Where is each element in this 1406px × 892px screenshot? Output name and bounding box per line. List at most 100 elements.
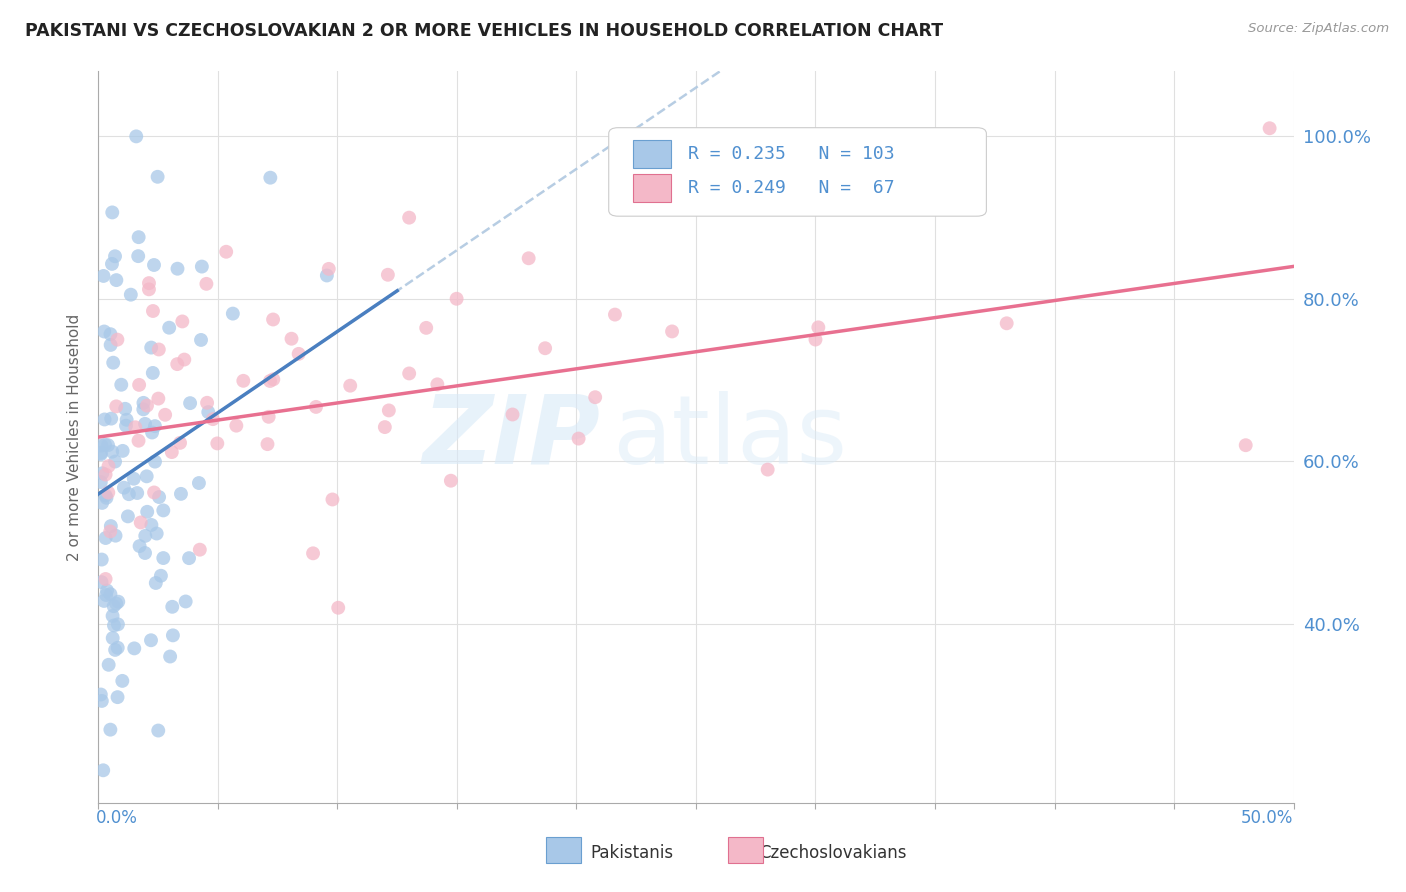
Text: Czechoslovakians: Czechoslovakians	[759, 844, 907, 862]
Point	[232, 374, 254, 388]
Point	[90, 552, 112, 566]
Point	[118, 487, 141, 501]
Point	[197, 405, 219, 419]
Point	[90, 694, 112, 708]
Point	[568, 432, 591, 446]
Point	[105, 273, 128, 287]
Point	[1234, 438, 1257, 452]
Point	[134, 546, 156, 560]
Point	[207, 436, 229, 450]
Point	[145, 526, 167, 541]
Point	[225, 418, 247, 433]
Point	[94, 588, 117, 602]
Point	[90, 447, 112, 461]
Point	[128, 230, 150, 244]
Point	[257, 409, 280, 424]
Point	[339, 378, 361, 392]
Point	[115, 413, 138, 427]
Point	[174, 594, 197, 608]
Point	[162, 628, 184, 642]
Point	[215, 244, 238, 259]
Point	[195, 396, 218, 410]
Point	[148, 490, 170, 504]
Point	[91, 467, 114, 481]
Point	[120, 287, 142, 301]
Point	[141, 518, 163, 533]
Point	[262, 312, 284, 326]
Text: 0.0%: 0.0%	[96, 809, 138, 827]
Point	[97, 485, 120, 500]
Point	[90, 439, 112, 453]
Point	[134, 417, 156, 431]
Point	[103, 599, 125, 614]
Point	[128, 377, 150, 392]
Point	[127, 486, 149, 500]
Point	[148, 343, 170, 357]
Point	[145, 576, 167, 591]
Point	[259, 374, 281, 388]
Point	[995, 316, 1018, 330]
Point	[141, 425, 163, 440]
Point	[96, 583, 118, 598]
Point	[517, 252, 540, 266]
Point	[107, 640, 129, 655]
Point	[259, 170, 281, 185]
Point	[159, 649, 181, 664]
Point	[398, 367, 420, 381]
Point	[91, 496, 114, 510]
Text: 50.0%: 50.0%	[1241, 809, 1294, 827]
Point	[162, 599, 184, 614]
Point	[100, 411, 122, 425]
Point	[179, 396, 201, 410]
Point	[104, 529, 127, 543]
Point	[146, 169, 169, 184]
Point	[148, 392, 170, 406]
Point	[446, 292, 468, 306]
Point	[287, 347, 309, 361]
Point	[138, 282, 160, 296]
Point	[148, 723, 170, 738]
Point	[94, 438, 117, 452]
Point	[172, 314, 194, 328]
Point	[97, 657, 120, 672]
Point	[101, 444, 124, 458]
Point	[100, 519, 122, 533]
Point	[111, 673, 134, 688]
Point	[98, 723, 122, 737]
Point	[94, 531, 117, 545]
Point	[105, 333, 128, 347]
Point	[173, 352, 195, 367]
Point	[134, 529, 156, 543]
Point	[177, 551, 200, 566]
Point	[305, 400, 328, 414]
Point	[141, 341, 163, 355]
Point	[117, 509, 139, 524]
Text: Pakistanis: Pakistanis	[591, 844, 673, 862]
Point	[104, 454, 127, 468]
Point	[191, 260, 214, 274]
Point	[398, 211, 420, 225]
Point	[149, 568, 172, 582]
Point	[91, 764, 114, 778]
Point	[101, 205, 124, 219]
Point	[93, 594, 115, 608]
Point	[143, 455, 166, 469]
Point	[152, 551, 174, 566]
Point	[143, 258, 166, 272]
Point	[96, 491, 118, 505]
Point	[128, 539, 150, 553]
FancyBboxPatch shape	[609, 128, 987, 216]
Point	[603, 308, 626, 322]
Point	[101, 608, 124, 623]
Point	[256, 437, 278, 451]
Bar	[633, 175, 671, 202]
Point	[132, 396, 155, 410]
Point	[97, 459, 120, 474]
Point	[100, 338, 122, 352]
Point	[114, 401, 136, 416]
Point	[143, 419, 166, 434]
Point	[110, 377, 132, 392]
Point	[93, 412, 115, 426]
Point	[328, 600, 350, 615]
Point	[107, 690, 129, 705]
